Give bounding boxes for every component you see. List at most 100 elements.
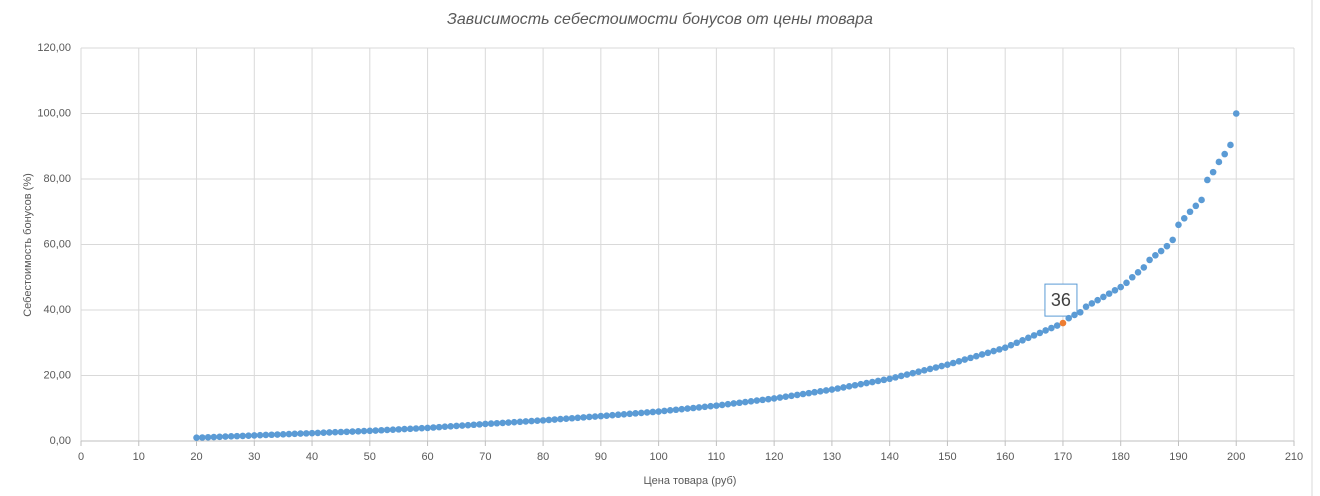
- data-point: [233, 432, 241, 440]
- data-point: [1204, 176, 1211, 184]
- data-point: [1169, 236, 1176, 244]
- data-point: [1105, 290, 1113, 297]
- data-point: [418, 424, 426, 432]
- data-point: [487, 420, 495, 427]
- data-point: [1134, 269, 1142, 276]
- data-point: [193, 434, 200, 442]
- data-point: [851, 381, 859, 389]
- data-point: [684, 405, 691, 412]
- data-point: [210, 433, 218, 441]
- data-point: [1180, 215, 1188, 222]
- data-point: [909, 369, 917, 377]
- data-point: [250, 432, 258, 439]
- data-point: [326, 429, 333, 436]
- data-point: [406, 425, 414, 433]
- chart-title: Зависимость себестоимости бонусов от цен…: [447, 11, 873, 28]
- data-point: [1157, 247, 1165, 255]
- data-point: [967, 354, 974, 362]
- x-tick-label: 50: [364, 451, 376, 463]
- data-point: [1215, 158, 1223, 166]
- x-tick-label: 150: [938, 451, 956, 463]
- data-point: [279, 430, 287, 438]
- data-point: [869, 378, 876, 386]
- data-point: [1100, 293, 1107, 301]
- data-point: [1192, 202, 1200, 210]
- y-tick-label: 120,00: [37, 42, 71, 54]
- data-point: [1024, 334, 1032, 342]
- data-point: [834, 385, 841, 392]
- data-point: [828, 386, 836, 393]
- data-point: [383, 426, 391, 434]
- data-point: [978, 351, 986, 358]
- data-point: [973, 352, 980, 360]
- data-point: [880, 376, 888, 384]
- x-tick-label: 20: [190, 451, 202, 463]
- data-point: [1088, 300, 1096, 307]
- data-point: [1065, 314, 1073, 322]
- data-point: [256, 431, 264, 439]
- y-tick-label: 0,00: [50, 435, 71, 447]
- data-point: [921, 367, 928, 374]
- x-tick-label: 10: [133, 451, 145, 463]
- data-point: [666, 407, 674, 414]
- data-point: [580, 414, 587, 421]
- data-point: [1123, 279, 1130, 287]
- y-axis-label: Себестоимость бонусов (%): [22, 173, 34, 317]
- data-point: [926, 365, 934, 373]
- data-point: [1059, 319, 1067, 327]
- x-tick-label: 30: [248, 451, 260, 463]
- data-point: [661, 407, 668, 415]
- data-point: [730, 400, 738, 407]
- data-point: [845, 383, 853, 390]
- data-point: [499, 419, 506, 427]
- data-point: [597, 412, 605, 420]
- data-point: [476, 421, 483, 428]
- data-point: [805, 389, 813, 397]
- data-point: [378, 426, 385, 434]
- data-point: [453, 422, 460, 430]
- data-point: [944, 361, 951, 368]
- data-point: [678, 405, 686, 413]
- data-point: [840, 384, 847, 391]
- data-point: [1001, 344, 1009, 351]
- data-point: [1128, 273, 1136, 281]
- data-point: [314, 429, 322, 437]
- data-point: [626, 410, 634, 418]
- data-point: [568, 414, 576, 422]
- data-point: [695, 404, 703, 411]
- x-tick-label: 80: [537, 451, 549, 463]
- data-point: [222, 433, 229, 440]
- data-point: [482, 420, 489, 428]
- data-point: [1175, 221, 1182, 229]
- data-point: [551, 416, 558, 423]
- data-point: [354, 428, 362, 435]
- data-point: [199, 434, 206, 441]
- data-point: [505, 419, 512, 426]
- data-point: [955, 357, 963, 365]
- data-point: [817, 388, 824, 395]
- data-point: [1117, 283, 1125, 291]
- data-point: [932, 364, 940, 371]
- data-point: [811, 388, 818, 396]
- data-point: [776, 394, 784, 401]
- y-tick-label: 100,00: [37, 107, 71, 119]
- data-point: [366, 427, 374, 435]
- data-point: [782, 393, 789, 400]
- data-point: [539, 417, 547, 424]
- data-point: [389, 426, 397, 433]
- data-point: [736, 399, 743, 407]
- data-point: [245, 432, 252, 439]
- data-point: [557, 415, 564, 423]
- data-point: [643, 409, 651, 416]
- x-tick-label: 160: [996, 451, 1014, 463]
- data-point: [701, 403, 709, 411]
- data-point: [724, 400, 732, 408]
- data-point: [435, 423, 443, 431]
- data-point: [863, 379, 870, 387]
- data-point: [949, 359, 957, 367]
- data-point: [915, 368, 922, 376]
- data-point: [1221, 150, 1228, 158]
- data-point: [747, 398, 755, 405]
- x-tick-label: 170: [1054, 451, 1072, 463]
